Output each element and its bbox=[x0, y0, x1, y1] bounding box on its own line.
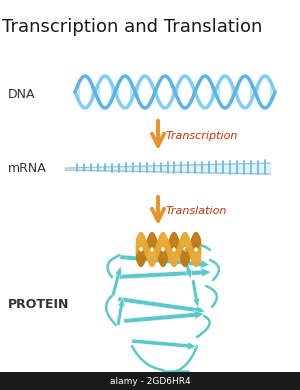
FancyArrow shape bbox=[116, 268, 211, 279]
Text: Transcription and Translation: Transcription and Translation bbox=[2, 18, 262, 36]
FancyArrow shape bbox=[132, 339, 197, 350]
FancyArrow shape bbox=[118, 297, 205, 314]
FancyArrow shape bbox=[191, 280, 200, 308]
Text: PROTEIN: PROTEIN bbox=[8, 298, 69, 312]
FancyArrow shape bbox=[120, 255, 210, 269]
FancyArrow shape bbox=[181, 250, 192, 279]
Text: DNA: DNA bbox=[8, 89, 35, 101]
Bar bbox=[0, 372, 300, 390]
FancyArrow shape bbox=[124, 310, 204, 323]
Text: Translation: Translation bbox=[166, 206, 227, 216]
FancyArrow shape bbox=[116, 298, 125, 325]
Text: Transcription: Transcription bbox=[166, 131, 238, 141]
FancyArrow shape bbox=[111, 266, 122, 296]
Text: alamy - 2GD6HR4: alamy - 2GD6HR4 bbox=[110, 376, 190, 385]
Text: mRNA: mRNA bbox=[8, 161, 47, 174]
